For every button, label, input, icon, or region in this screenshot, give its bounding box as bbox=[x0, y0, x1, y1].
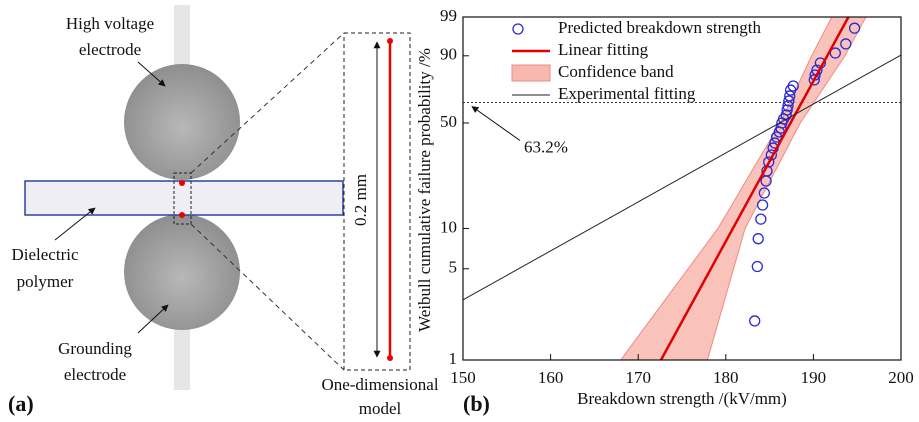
dielectric bbox=[24, 180, 344, 216]
y-tick-label: 5 bbox=[449, 258, 458, 277]
x-tick-label: 200 bbox=[888, 368, 914, 387]
diagram: 0.2 mm High voltage electrode Dielectric… bbox=[8, 5, 439, 418]
panel-label: (b) bbox=[463, 391, 490, 416]
zoom-line bbox=[190, 32, 345, 174]
x-tick-label: 150 bbox=[450, 368, 476, 387]
label: model bbox=[359, 399, 402, 418]
data-point bbox=[752, 233, 764, 245]
data-point bbox=[784, 90, 796, 102]
label: Grounding bbox=[58, 339, 132, 358]
legend-label: Linear fitting bbox=[558, 40, 649, 59]
label: One-dimensional bbox=[321, 375, 438, 394]
data-point bbox=[848, 22, 861, 34]
legend-marker bbox=[511, 64, 551, 82]
pointer bbox=[137, 304, 169, 334]
pointer bbox=[137, 61, 166, 87]
pointer bbox=[54, 207, 96, 241]
label: electrode bbox=[79, 40, 141, 59]
data-point bbox=[758, 187, 770, 199]
y-tick-label: 50 bbox=[440, 112, 457, 131]
annotation: 63.2% bbox=[524, 137, 568, 156]
y-axis-label: Weibull cumulative failure probability /… bbox=[415, 48, 434, 332]
x-tick-label: 180 bbox=[713, 368, 739, 387]
legend-label: Experimental fitting bbox=[558, 84, 696, 103]
data-point bbox=[749, 315, 761, 327]
y-tick-label: 99 bbox=[440, 6, 457, 25]
top-electrode bbox=[124, 64, 240, 180]
label: High voltage bbox=[66, 14, 154, 33]
data-point bbox=[787, 80, 799, 92]
legend-marker bbox=[512, 23, 524, 35]
data-point bbox=[763, 156, 775, 168]
data-point bbox=[755, 213, 767, 225]
y-tick-label: 10 bbox=[440, 217, 457, 236]
node bbox=[179, 180, 185, 186]
label: polymer bbox=[17, 272, 74, 291]
zoom-box bbox=[173, 172, 192, 225]
data-point bbox=[840, 38, 852, 50]
data-point bbox=[751, 260, 763, 273]
chart: (b) Breakdown strength /(kV/mm) Weibull … bbox=[415, 6, 914, 416]
node bbox=[387, 38, 393, 44]
data-point bbox=[756, 199, 769, 211]
label: Dielectric bbox=[11, 245, 78, 264]
bottom-electrode bbox=[124, 214, 240, 330]
fit-line bbox=[659, 17, 850, 360]
node bbox=[179, 212, 185, 218]
panel-label: (a) bbox=[8, 391, 34, 416]
plot-area bbox=[463, 17, 901, 360]
fit-line bbox=[463, 54, 901, 301]
y-tick-label: 90 bbox=[440, 45, 457, 64]
legend-label: Confidence band bbox=[558, 62, 674, 81]
legend-label: Predicted breakdown strength bbox=[558, 18, 761, 37]
node bbox=[387, 355, 393, 361]
annotation-arrow bbox=[471, 106, 521, 141]
model-box bbox=[343, 32, 411, 371]
plot-frame bbox=[462, 16, 902, 361]
x-tick-label: 190 bbox=[801, 368, 827, 387]
data-point bbox=[783, 95, 795, 107]
dimension-label: 0.2 mm bbox=[351, 174, 370, 226]
data-point bbox=[829, 47, 841, 59]
x-tick-label: 160 bbox=[538, 368, 564, 387]
confidence-band bbox=[620, 17, 867, 360]
label: electrode bbox=[64, 365, 126, 384]
x-axis-label: Breakdown strength /(kV/mm) bbox=[577, 389, 787, 408]
x-tick-label: 170 bbox=[625, 368, 651, 387]
y-tick-label: 1 bbox=[449, 349, 458, 368]
